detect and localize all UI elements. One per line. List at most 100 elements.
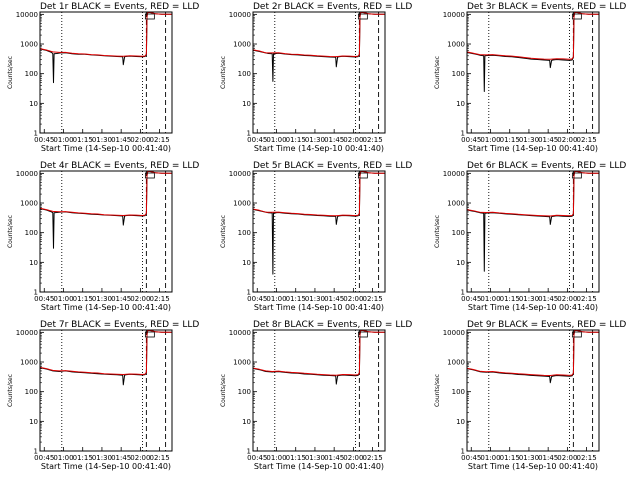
plot-frame: [466, 329, 600, 452]
y-axis-title: Counts/sec: [434, 215, 441, 248]
y-tick-label: 10000: [443, 329, 465, 337]
x-axis-title: Start Time (14-Sep-10 00:41:40): [468, 462, 598, 471]
x-axis-title: Start Time (14-Sep-10 00:41:40): [468, 144, 598, 153]
plot-frame: [252, 170, 386, 293]
x-tick-label: 02:00: [130, 295, 150, 303]
y-axis-title: Counts/sec: [220, 56, 227, 89]
plot-frame: [466, 170, 600, 293]
peak-marker-box: [571, 331, 582, 338]
x-tick-label: 02:15: [150, 136, 170, 144]
x-tick-label: 01:15: [500, 136, 520, 144]
y-tick-label: 10000: [16, 11, 38, 19]
plot-frame: [39, 170, 173, 293]
x-tick-label: 00:45: [34, 295, 54, 303]
x-tick-label: 01:30: [519, 136, 539, 144]
y-tick-label: 1000: [233, 41, 251, 49]
x-tick-label: 01:30: [92, 136, 112, 144]
y-tick-label: 1: [247, 130, 251, 138]
peak-marker-box: [357, 331, 368, 338]
x-tick-label: 01:45: [538, 136, 558, 144]
series-events-line: [252, 171, 385, 275]
x-tick-label: 02:15: [150, 295, 170, 303]
x-tick-label: 01:30: [305, 136, 325, 144]
peak-marker-box: [571, 172, 582, 179]
plot-frame: [39, 11, 173, 134]
x-axis-title: Start Time (14-Sep-10 00:41:40): [41, 144, 171, 153]
y-tick-label: 1: [247, 448, 251, 456]
y-tick-label: 100: [25, 229, 38, 237]
plot-frame: [252, 329, 386, 452]
x-tick-label: 02:15: [150, 454, 170, 462]
y-axis-title: Counts/sec: [7, 56, 14, 89]
y-tick-label: 1000: [447, 41, 465, 49]
x-tick-label: 01:30: [305, 454, 325, 462]
panel-title: Det 7r BLACK = Events, RED = LLD: [40, 320, 199, 330]
panel-title: Det 4r BLACK = Events, RED = LLD: [40, 161, 199, 171]
series-events-line: [252, 330, 385, 385]
y-tick-label: 1: [34, 289, 38, 297]
x-tick-label: 02:00: [343, 454, 363, 462]
peak-marker-box: [357, 172, 368, 179]
y-tick-label: 10000: [443, 11, 465, 19]
x-tick-label: 01:30: [92, 295, 112, 303]
x-tick-label: 01:45: [111, 136, 131, 144]
y-tick-label: 10: [29, 100, 38, 108]
panel-title: Det 9r BLACK = Events, RED = LLD: [467, 320, 626, 330]
x-tick-label: 00:45: [247, 295, 267, 303]
y-tick-label: 1000: [447, 200, 465, 208]
x-axis-title: Start Time (14-Sep-10 00:41:40): [468, 303, 598, 312]
y-tick-label: 100: [452, 229, 465, 237]
x-tick-label: 02:00: [557, 136, 577, 144]
x-tick-label: 01:45: [111, 454, 131, 462]
x-tick-label: 01:00: [53, 136, 73, 144]
y-tick-label: 1000: [20, 41, 38, 49]
panel-title: Det 1r BLACK = Events, RED = LLD: [40, 2, 199, 12]
x-tick-label: 01:30: [519, 295, 539, 303]
y-tick-label: 1: [461, 448, 465, 456]
x-tick-label: 01:15: [500, 454, 520, 462]
y-tick-label: 1: [247, 289, 251, 297]
x-tick-label: 02:00: [130, 136, 150, 144]
y-tick-label: 10: [456, 259, 465, 267]
x-tick-label: 01:15: [73, 454, 93, 462]
series-events-line: [466, 171, 599, 272]
x-axis-title: Start Time (14-Sep-10 00:41:40): [254, 462, 384, 471]
x-tick-label: 01:15: [286, 295, 306, 303]
y-tick-label: 10000: [229, 329, 251, 337]
x-tick-label: 01:15: [500, 295, 520, 303]
plot-frame: [466, 11, 600, 134]
x-axis-title: Start Time (14-Sep-10 00:41:40): [41, 303, 171, 312]
y-axis-title: Counts/sec: [434, 374, 441, 407]
series-events-line: [39, 12, 172, 84]
x-tick-label: 01:00: [53, 454, 73, 462]
x-tick-label: 01:45: [324, 454, 344, 462]
x-tick-label: 02:15: [577, 295, 597, 303]
x-tick-label: 01:30: [305, 295, 325, 303]
x-axis-title: Start Time (14-Sep-10 00:41:40): [254, 144, 384, 153]
x-tick-label: 02:15: [363, 454, 383, 462]
x-tick-label: 01:00: [266, 454, 286, 462]
panel-title: Det 5r BLACK = Events, RED = LLD: [253, 161, 412, 171]
series-events-line: [252, 12, 385, 82]
x-tick-label: 01:30: [519, 454, 539, 462]
y-tick-label: 100: [25, 388, 38, 396]
y-tick-label: 100: [452, 388, 465, 396]
x-tick-label: 01:00: [480, 295, 500, 303]
x-tick-label: 01:15: [73, 136, 93, 144]
x-tick-label: 02:00: [557, 295, 577, 303]
y-tick-label: 1000: [233, 359, 251, 367]
series-lld-line: [466, 12, 599, 60]
x-axis-title: Start Time (14-Sep-10 00:41:40): [254, 303, 384, 312]
y-tick-label: 100: [238, 70, 251, 78]
plot-frame: [252, 11, 386, 134]
panel-title: Det 8r BLACK = Events, RED = LLD: [253, 320, 412, 330]
x-tick-label: 00:45: [461, 295, 481, 303]
series-events-line: [39, 171, 172, 249]
x-tick-label: 01:15: [286, 454, 306, 462]
y-tick-label: 10: [456, 418, 465, 426]
series-events-line: [466, 12, 599, 92]
